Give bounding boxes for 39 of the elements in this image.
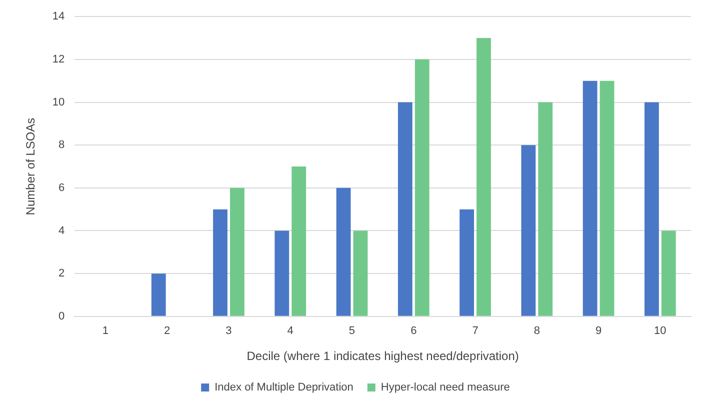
bar [582, 80, 598, 316]
x-tick-label: 2 [164, 325, 170, 338]
bar [151, 274, 166, 316]
legend-label: Hyper-local need measure [380, 382, 510, 394]
y-tick-label: 4 [58, 224, 65, 237]
y-tick-label: 10 [52, 96, 65, 108]
x-tick-label: 4 [287, 325, 294, 338]
x-tick-label: 8 [534, 325, 540, 338]
bar [661, 230, 676, 316]
x-tick-label: 7 [472, 325, 478, 338]
bar [336, 188, 351, 316]
bar [414, 59, 430, 316]
y-tick-label: 14 [52, 10, 65, 23]
x-tick-label: 1 [102, 325, 109, 338]
x-tick-label: 5 [348, 325, 356, 338]
x-tick-label: 6 [410, 325, 417, 338]
y-tick-label: 6 [58, 182, 65, 194]
bar [213, 209, 228, 316]
y-tick-label: 8 [58, 139, 65, 152]
bar [521, 145, 536, 316]
bar [274, 230, 290, 316]
legend-label: Index of Multiple Deprivation [214, 382, 354, 394]
bar [600, 80, 614, 316]
bar [460, 209, 474, 316]
bar [230, 188, 244, 316]
x-tick-label: 9 [595, 325, 602, 338]
bar [353, 230, 368, 316]
y-tick-label: 12 [52, 53, 65, 66]
y-tick-label: 2 [58, 268, 65, 280]
bar [398, 102, 412, 316]
y-tick-label: 0 [58, 310, 65, 322]
x-axis-title: Decile (where 1 indicates highest need/deprivation) [246, 349, 519, 364]
bar [292, 166, 306, 316]
bar [476, 38, 491, 316]
bar [538, 102, 553, 316]
x-tick-label: 10 [654, 325, 666, 338]
x-tick-label: 3 [226, 325, 232, 338]
bar [644, 102, 659, 316]
y-axis-title: Number of LSOAs [24, 118, 38, 216]
